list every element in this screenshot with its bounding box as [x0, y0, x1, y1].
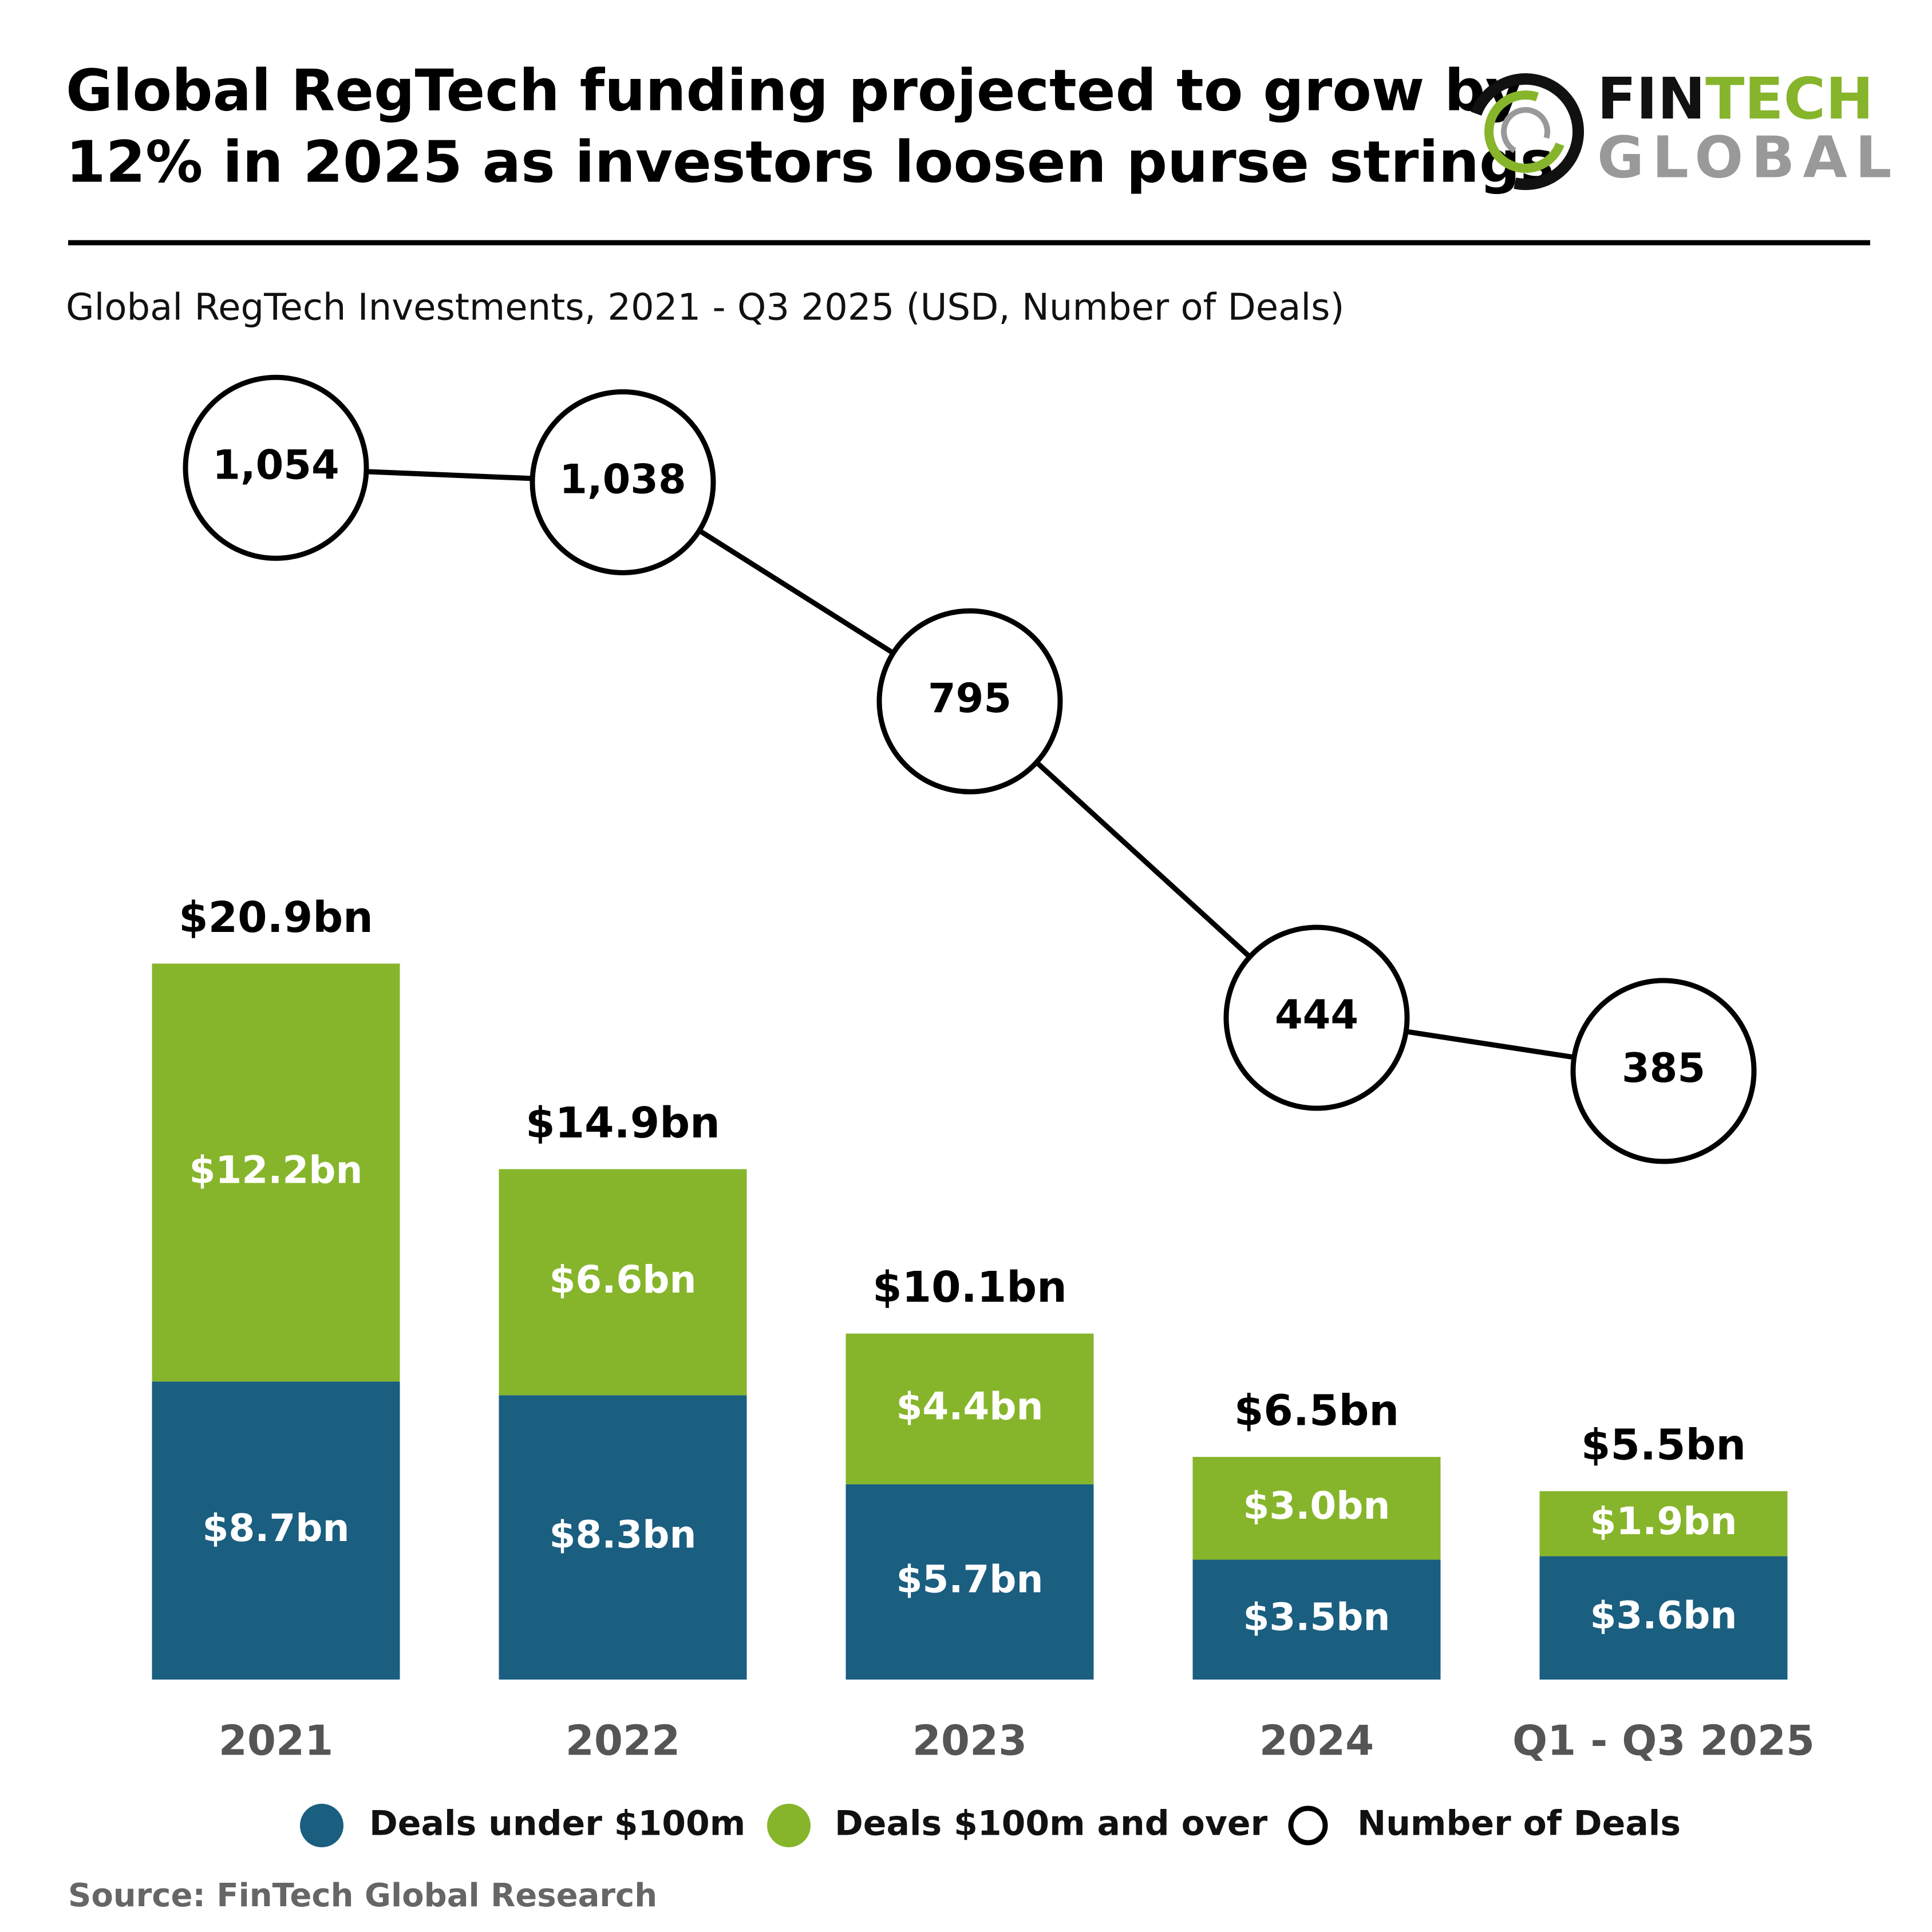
segment-label: $8.3bn [549, 1513, 696, 1557]
deal-label: 795 [928, 675, 1012, 722]
legend-swatch [767, 1804, 811, 1847]
bar-segment [499, 1169, 747, 1396]
deal-circle [1570, 978, 1757, 1164]
deal-label: 1,054 [212, 441, 339, 488]
source: Source: FinTech Global Research [68, 1877, 657, 1914]
logo-ring [1501, 107, 1550, 156]
chart-title: 12% in 2025 as investors loosen purse st… [66, 128, 1554, 195]
chart-title: Global RegTech funding projected to grow… [66, 57, 1523, 124]
deal-label: 1,038 [559, 456, 686, 503]
legend-label: Number of Deals [1357, 1804, 1681, 1844]
x-tick-label: 2024 [1259, 1717, 1374, 1765]
x-tick-label: Q1 - Q3 2025 [1512, 1717, 1815, 1765]
segment-label: $3.6bn [1590, 1593, 1737, 1637]
legend-label: Deals under $100m [369, 1804, 745, 1844]
bar-segment [1539, 1491, 1788, 1556]
legend-swatch [300, 1804, 343, 1847]
legend-swatch [1288, 1805, 1328, 1846]
x-tick-label: 2023 [912, 1717, 1027, 1765]
segment-label: $3.0bn [1243, 1484, 1390, 1528]
total-label: $20.9bn [179, 893, 373, 942]
logo-ring [1467, 73, 1584, 190]
total-label: $14.9bn [526, 1099, 720, 1148]
deal-circle [530, 389, 716, 575]
legend-label: Deals $100m and over [835, 1804, 1268, 1844]
x-tick-label: 2021 [219, 1717, 333, 1765]
segment-label: $6.6bn [549, 1258, 696, 1302]
bar-segment [1539, 1556, 1788, 1680]
deal-label: 444 [1275, 991, 1358, 1038]
bar-segment [499, 1395, 747, 1680]
bar-segment [1192, 1457, 1441, 1560]
deal-circle [876, 608, 1063, 795]
logo-text: GLOBAL [1597, 124, 1900, 191]
segment-label: $8.7bn [202, 1506, 349, 1550]
bar-segment [1192, 1559, 1441, 1680]
logo: FINTECH GLOBAL [1467, 65, 1900, 191]
deal-circle [183, 374, 369, 561]
deal-circle [1223, 924, 1410, 1111]
bar-segment [846, 1484, 1094, 1680]
logo-text: FIN [1597, 65, 1705, 132]
chart-subtitle: Global RegTech Investments, 2021 - Q3 20… [66, 287, 1344, 329]
segment-label: $12.2bn [189, 1148, 363, 1192]
bar-segment [152, 963, 400, 1382]
segment-label: $5.7bn [896, 1558, 1043, 1602]
total-label: $6.5bn [1234, 1386, 1399, 1436]
total-label: $10.1bn [872, 1263, 1067, 1312]
segment-label: $1.9bn [1590, 1499, 1737, 1543]
logo-text: FINTECH [1597, 65, 1874, 132]
segment-label: $4.4bn [896, 1384, 1043, 1428]
bar-segment [846, 1333, 1094, 1484]
logo-text: TECH [1705, 65, 1874, 132]
segment-label: $3.5bn [1243, 1595, 1390, 1639]
total-label: $5.5bn [1581, 1420, 1746, 1469]
x-tick-label: 2022 [566, 1717, 680, 1765]
deal-label: 385 [1622, 1045, 1705, 1092]
bar-segment [152, 1381, 400, 1680]
